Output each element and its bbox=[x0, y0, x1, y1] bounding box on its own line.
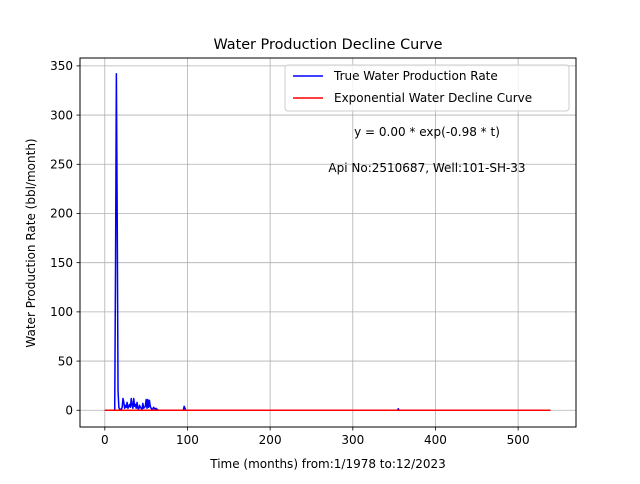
x-tick-label: 100 bbox=[176, 433, 199, 447]
y-tick-label: 50 bbox=[58, 354, 73, 368]
y-tick-label: 0 bbox=[65, 403, 73, 417]
well-info-annotation: Api No:2510687, Well:101-SH-33 bbox=[328, 161, 525, 175]
x-tick-label: 500 bbox=[507, 433, 530, 447]
tick-layer: 0 100 200 300 400 500 0 50 100 150 200 250 300 350 bbox=[50, 59, 529, 447]
legend-box bbox=[284, 64, 570, 112]
legend: True Water Production Rate Exponential W… bbox=[284, 64, 570, 112]
x-axis-label: Time (months) from:1/1978 to:12/2023 bbox=[209, 457, 446, 471]
x-tick-label: 200 bbox=[259, 433, 282, 447]
fit-equation-annotation: y = 0.00 * exp(-0.98 * t) bbox=[354, 125, 500, 139]
x-tick-label: 400 bbox=[424, 433, 447, 447]
series-layer bbox=[104, 72, 551, 412]
chart-title: Water Production Decline Curve bbox=[213, 37, 442, 53]
y-tick-label: 300 bbox=[50, 108, 73, 122]
y-axis-label: Water Production Rate (bbl/month) bbox=[24, 138, 38, 347]
legend-label-fit: Exponential Water Decline Curve bbox=[334, 91, 532, 105]
y-tick-label: 350 bbox=[50, 59, 73, 73]
y-tick-label: 200 bbox=[50, 207, 73, 221]
legend-label-true: True Water Production Rate bbox=[333, 69, 498, 83]
y-tick-label: 250 bbox=[50, 157, 73, 171]
plot-frame bbox=[79, 57, 577, 428]
y-tick-label: 150 bbox=[50, 256, 73, 270]
x-tick-label: 0 bbox=[101, 433, 109, 447]
x-tick-label: 300 bbox=[341, 433, 364, 447]
true-production-line bbox=[104, 72, 551, 412]
y-tick-label: 100 bbox=[50, 305, 73, 319]
